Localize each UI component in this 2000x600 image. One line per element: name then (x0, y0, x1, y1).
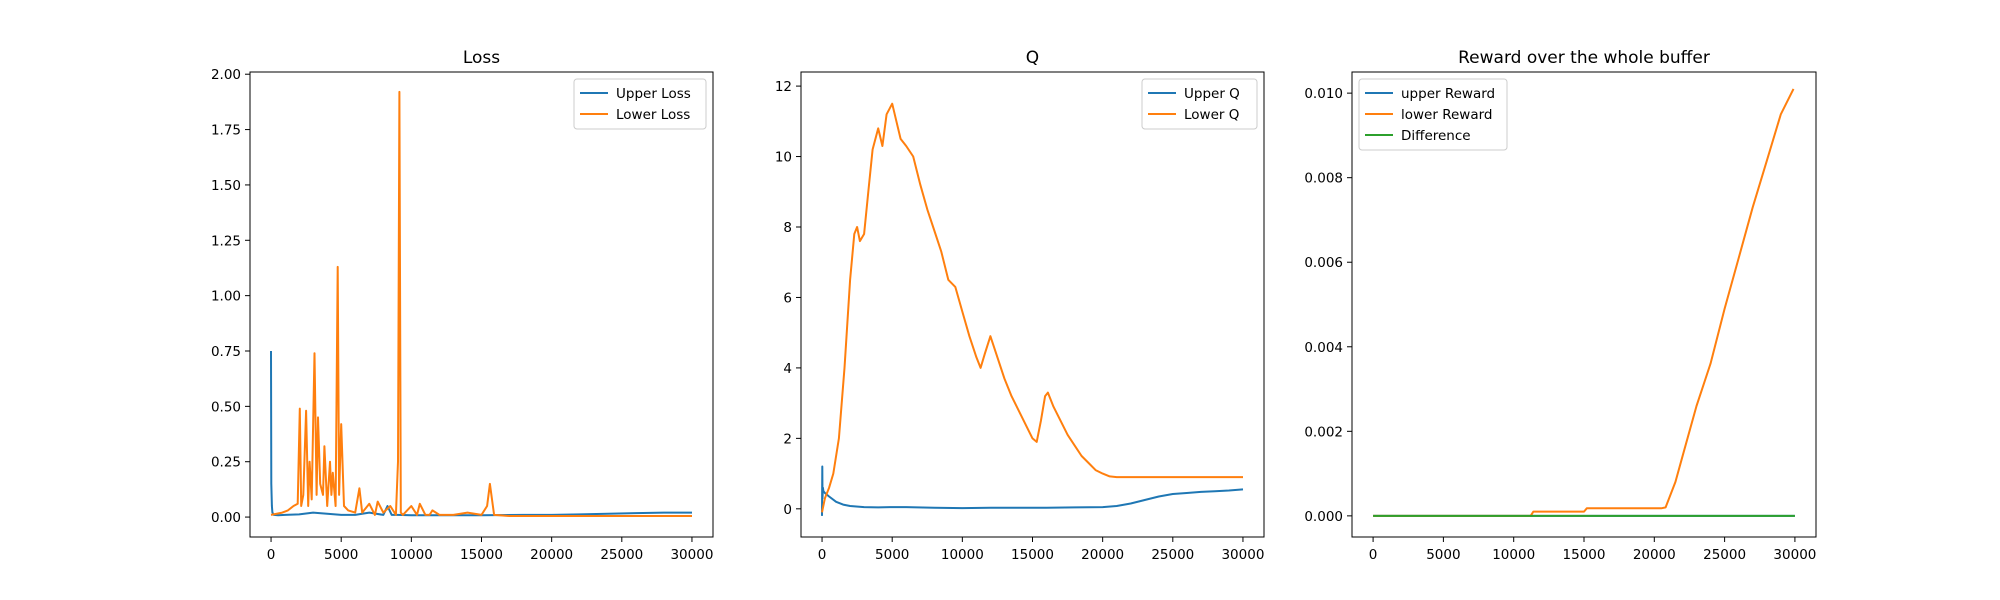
x-tick-label: 0 (267, 547, 276, 563)
legend-label: Upper Loss (616, 86, 691, 102)
y-tick-label: 0.010 (1304, 86, 1343, 102)
x-tick-label: 20000 (1081, 547, 1124, 563)
legend-label: lower Reward (1401, 107, 1492, 123)
x-tick-label: 25000 (600, 547, 643, 563)
x-tick-label: 0 (818, 547, 827, 563)
series-line-upper-q (821, 465, 1244, 516)
y-tick-label: 1.50 (211, 178, 241, 194)
x-tick-label: 25000 (1151, 547, 1194, 563)
series-line-lower-q (821, 102, 1243, 513)
x-tick-label: 15000 (1011, 547, 1054, 563)
x-tick-label: 10000 (390, 547, 433, 563)
chart-title: Q (1026, 48, 1039, 68)
y-tick-label: 4 (783, 361, 792, 377)
series-line-lower-loss (270, 90, 692, 517)
legend: Upper Loss Lower Loss (573, 78, 707, 130)
y-tick-label: 12 (775, 79, 792, 95)
y-tick-label: 0 (783, 502, 792, 518)
legend-box (573, 78, 707, 130)
y-tick-label: 0.25 (211, 455, 241, 471)
legend-label: upper Reward (1401, 86, 1495, 102)
x-tick-label: 0 (1369, 547, 1378, 563)
y-tick-label: 8 (783, 220, 792, 236)
legend: upper Reward lower Reward Difference (1358, 78, 1508, 151)
axes-frame (800, 71, 1265, 538)
legend-label: Lower Q (1184, 107, 1239, 123)
x-tick-label: 15000 (460, 547, 503, 563)
y-tick-label: 0.006 (1304, 255, 1343, 271)
x-tick-label: 20000 (530, 547, 573, 563)
y-tick-label: 0.002 (1304, 424, 1343, 440)
chart-title: Loss (463, 48, 500, 68)
x-tick-label: 15000 (1563, 547, 1606, 563)
chart-title: Reward over the whole buffer (1458, 48, 1710, 68)
x-tick-label: 20000 (1633, 547, 1676, 563)
x-tick-label: 10000 (1492, 547, 1535, 563)
x-tick-label: 5000 (324, 547, 358, 563)
chart-panel-1: Loss 0 5000 10000 15000 20000 25000 30000 0.00 0.… (211, 48, 714, 563)
chart-panel-3: Reward over the whole buffer 0 5000 10000 15… (1304, 48, 1817, 563)
legend-box (1141, 78, 1258, 130)
y-tick-label: 1.25 (211, 233, 241, 249)
y-tick-label: 6 (783, 290, 792, 306)
y-tick-label: 0.75 (211, 344, 241, 360)
y-tick-label: 0.00 (211, 510, 241, 526)
legend-label: Lower Loss (616, 107, 690, 123)
x-tick-label: 25000 (1703, 547, 1746, 563)
x-tick-label: 10000 (941, 547, 984, 563)
y-tick-label: 2 (783, 431, 792, 447)
y-tick-label: 0.000 (1304, 509, 1343, 525)
y-tick-label: 0.50 (211, 399, 241, 415)
y-tick-label: 0.004 (1304, 340, 1343, 356)
y-tick-label: 1.75 (211, 123, 241, 139)
x-tick-label: 30000 (1221, 547, 1264, 563)
y-tick-label: 10 (775, 150, 792, 166)
legend-box (1358, 78, 1508, 151)
y-tick-label: 2.00 (211, 67, 241, 83)
x-tick-label: 30000 (670, 547, 713, 563)
y-tick-label: 1.00 (211, 289, 241, 305)
chart-panel-2: Q 0 5000 10000 15000 20000 25000 30000 0 2 4 6 8 10 12… (775, 48, 1265, 563)
series-line-lower-reward (1373, 88, 1795, 517)
legend: Upper Q Lower Q (1141, 78, 1258, 130)
legend-label: Upper Q (1184, 86, 1240, 102)
y-tick-label: 0.008 (1304, 171, 1343, 187)
legend-label: Difference (1401, 128, 1471, 144)
x-tick-label: 5000 (1426, 547, 1460, 563)
x-tick-label: 30000 (1773, 547, 1816, 563)
x-tick-label: 5000 (875, 547, 909, 563)
